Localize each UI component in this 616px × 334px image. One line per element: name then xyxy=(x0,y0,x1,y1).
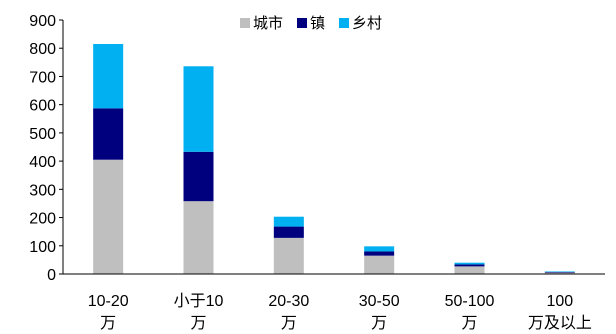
legend-label: 镇 xyxy=(310,15,325,32)
bar-segment-rural xyxy=(364,246,395,252)
x-category-label: 万 xyxy=(100,315,116,332)
y-tick-label: 800 xyxy=(29,41,56,58)
y-tick-label: 600 xyxy=(29,98,56,115)
x-category-label: 10-20 xyxy=(88,293,129,310)
bar-stacks xyxy=(93,43,575,274)
x-category-label: 30-50 xyxy=(359,293,400,310)
y-tick-label: 500 xyxy=(29,126,56,143)
y-tick-label: 100 xyxy=(29,239,56,256)
y-tick-label: 700 xyxy=(29,69,56,86)
bar-segment-city xyxy=(183,201,214,274)
bar-segment-rural xyxy=(544,271,575,273)
legend-label: 城市 xyxy=(253,15,283,32)
bar-segment-city xyxy=(93,159,124,274)
x-category-label: 万 xyxy=(371,315,387,332)
x-category-label: 万 xyxy=(461,315,477,332)
x-category-label: 小于10 xyxy=(174,292,224,310)
x-category-label: 万 xyxy=(281,315,297,332)
bar-segment-town xyxy=(364,251,395,256)
legend: 城市 镇 乡村 xyxy=(240,15,382,32)
bar-segment-rural xyxy=(93,43,124,109)
x-axis-category-labels: 10-20 万 小于10 万 20-30 万 30-50 万 50-100 万 100 万及以上 xyxy=(88,292,592,332)
y-axis-ticks: 0 100 200 300 400 500 600 700 800 900 xyxy=(29,13,63,284)
bar-segment-town xyxy=(454,264,485,267)
bar-segment-rural xyxy=(183,66,214,152)
y-tick-label: 0 xyxy=(47,267,56,284)
bar-segment-town xyxy=(93,108,124,160)
y-tick-label: 400 xyxy=(29,154,56,171)
x-category-label: 50-100 xyxy=(445,293,495,310)
bar-segment-city xyxy=(273,237,304,274)
bar-segment-town xyxy=(183,151,214,202)
y-tick-label: 200 xyxy=(29,211,56,228)
legend-swatch xyxy=(297,18,307,28)
y-tick-label: 900 xyxy=(29,13,56,30)
x-category-label: 万及以上 xyxy=(528,314,592,332)
bar-segment-rural xyxy=(273,216,304,227)
y-tick-label: 300 xyxy=(29,182,56,199)
x-category-label: 100 xyxy=(546,293,573,310)
bar-segment-city xyxy=(454,266,485,274)
bar-segment-city xyxy=(544,272,575,274)
legend-label: 乡村 xyxy=(352,15,382,32)
legend-swatch xyxy=(339,18,349,28)
x-category-label: 万 xyxy=(190,315,206,332)
bar-segment-city xyxy=(364,255,395,274)
legend-swatch xyxy=(240,18,250,28)
bar-segment-town xyxy=(544,272,575,273)
x-category-label: 20-30 xyxy=(268,293,309,310)
bar-segment-rural xyxy=(454,262,485,265)
bar-segment-town xyxy=(273,226,304,238)
